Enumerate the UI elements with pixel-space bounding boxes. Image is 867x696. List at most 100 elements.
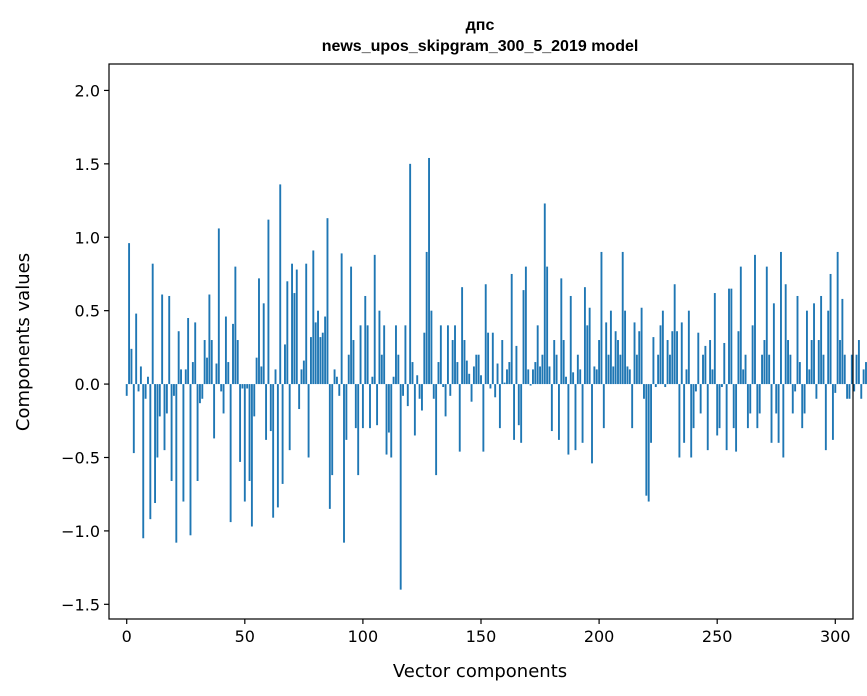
bar (383, 325, 386, 385)
bar (751, 325, 754, 385)
bar (376, 384, 379, 426)
bar (347, 354, 350, 385)
bar (390, 384, 393, 458)
bar (229, 384, 232, 523)
bar (258, 278, 260, 385)
bar (470, 384, 473, 402)
bar (680, 322, 683, 385)
bar (718, 384, 721, 429)
bar (345, 384, 348, 440)
bar (498, 384, 501, 429)
bar (558, 384, 560, 440)
bar (857, 340, 860, 385)
bar (860, 384, 863, 399)
bar (451, 340, 454, 385)
bar (224, 316, 227, 385)
bar (217, 228, 220, 385)
chart-subtitle: news_upos_skipgram_300_5_2019 model (322, 38, 639, 55)
x-axis-ticks: 0 50 100 150 200 250 300 (122, 619, 851, 646)
bar (416, 375, 419, 385)
y-tick-label: −1.5 (61, 595, 100, 614)
bar (399, 384, 402, 590)
bar (187, 318, 190, 385)
bar (128, 243, 131, 385)
y-axis-label: Components values (13, 253, 34, 431)
bar (796, 295, 799, 385)
y-tick-label: 0.5 (75, 302, 100, 321)
bar (357, 384, 360, 476)
bar (770, 384, 773, 443)
bar (147, 376, 149, 385)
bar (690, 384, 693, 458)
bar (491, 332, 494, 385)
bar (293, 293, 296, 385)
bar (385, 384, 388, 455)
bar (442, 384, 445, 388)
bar (666, 340, 669, 385)
bar (276, 384, 279, 508)
bar (706, 384, 709, 451)
bar (180, 369, 182, 385)
bar (319, 337, 322, 385)
bar (288, 384, 291, 451)
bar (432, 384, 435, 399)
bar (423, 332, 426, 385)
bar (265, 384, 268, 440)
bar (522, 290, 525, 385)
bar (366, 325, 369, 385)
bar (671, 331, 674, 385)
bar (612, 366, 615, 385)
bar (591, 384, 593, 464)
bar (298, 384, 301, 410)
bar (487, 332, 490, 385)
bar (196, 384, 199, 481)
bar (130, 348, 133, 385)
bar (782, 384, 785, 458)
bar (609, 310, 612, 385)
bar (361, 384, 364, 429)
bar (246, 384, 249, 389)
bar (428, 157, 430, 385)
bar (574, 384, 577, 451)
bar (161, 294, 164, 385)
bar (411, 362, 414, 385)
bar (565, 376, 567, 385)
bar (801, 384, 804, 429)
bar (232, 323, 234, 385)
bar (284, 344, 286, 385)
bar (659, 325, 662, 385)
bar (576, 354, 579, 385)
bar (326, 218, 329, 385)
bar (638, 331, 641, 385)
bar (761, 354, 764, 385)
bar (324, 316, 327, 385)
y-tick-label: 1.5 (75, 155, 100, 174)
bar (132, 384, 135, 454)
bar (151, 263, 154, 385)
x-axis-label: Vector components (393, 661, 567, 682)
bar (664, 384, 667, 388)
bar (850, 354, 853, 385)
bar (827, 310, 830, 385)
bar (834, 384, 837, 393)
bar (749, 384, 752, 414)
bar (742, 369, 745, 385)
bar (274, 369, 277, 385)
bar (279, 184, 282, 385)
bar (532, 369, 534, 385)
x-tick-label: 0 (122, 627, 132, 646)
bar (295, 269, 298, 385)
bar (548, 366, 551, 385)
bar (475, 354, 478, 385)
bar (409, 163, 412, 385)
bar (605, 322, 608, 385)
bar (236, 340, 239, 385)
bar (541, 354, 544, 385)
bar (820, 295, 823, 385)
bar (496, 363, 499, 385)
x-tick-label: 300 (820, 627, 851, 646)
bar (480, 375, 482, 385)
bar (593, 366, 596, 385)
y-axis-ticks: −1.5 −1.0 −0.5 0.0 0.5 1.0 1.5 2.0 (61, 81, 109, 614)
